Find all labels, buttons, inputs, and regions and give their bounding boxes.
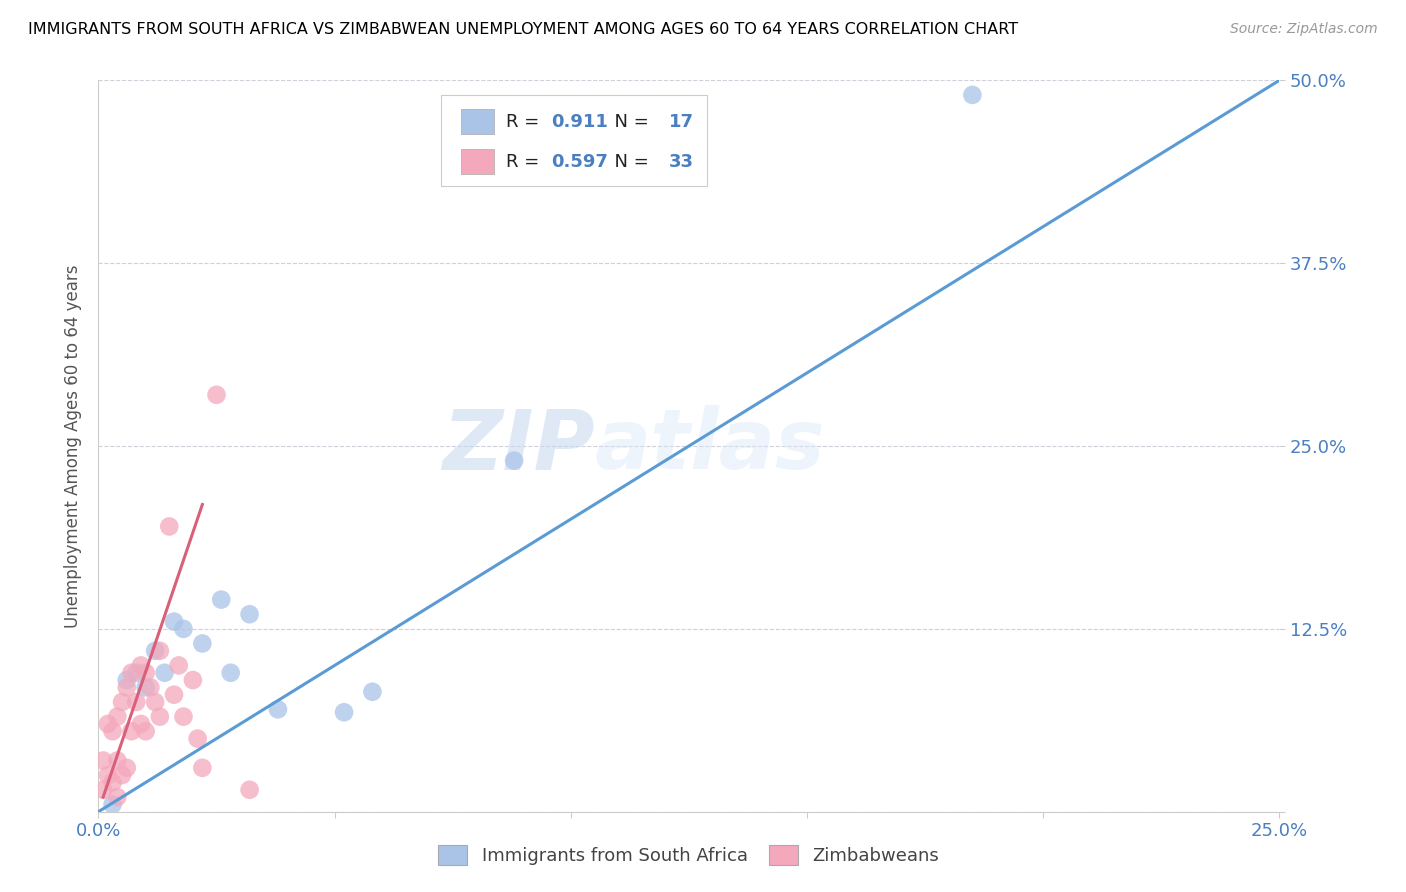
Point	[205, 388, 228, 402]
Text: Source: ZipAtlas.com: Source: ZipAtlas.com	[1230, 22, 1378, 37]
Point	[172, 709, 194, 723]
Point	[129, 658, 152, 673]
Point	[167, 658, 190, 673]
Point	[115, 681, 138, 695]
Point	[157, 519, 180, 533]
Point	[153, 665, 176, 680]
Point	[139, 681, 162, 695]
Point	[135, 724, 157, 739]
Point	[191, 636, 214, 650]
Point	[115, 761, 138, 775]
Point	[101, 724, 124, 739]
Text: N =: N =	[603, 153, 654, 170]
Point	[219, 665, 242, 680]
Point	[143, 644, 166, 658]
Y-axis label: Unemployment Among Ages 60 to 64 years: Unemployment Among Ages 60 to 64 years	[65, 264, 83, 628]
Text: ZIP: ZIP	[441, 406, 595, 486]
FancyBboxPatch shape	[441, 95, 707, 186]
Point	[962, 87, 984, 102]
Point	[101, 797, 124, 812]
Point	[163, 615, 186, 629]
Point	[125, 695, 148, 709]
Point	[333, 705, 356, 719]
Point	[101, 775, 124, 789]
Point	[181, 673, 204, 687]
Point	[91, 754, 114, 768]
Point	[209, 592, 232, 607]
Text: 0.597: 0.597	[551, 153, 607, 170]
FancyBboxPatch shape	[461, 149, 494, 174]
Text: R =: R =	[506, 153, 546, 170]
Point	[125, 665, 148, 680]
Point	[129, 717, 152, 731]
Point	[105, 709, 128, 723]
Point	[239, 607, 262, 622]
Point	[149, 644, 172, 658]
Point	[191, 761, 214, 775]
Text: 33: 33	[669, 153, 695, 170]
Point	[503, 453, 526, 467]
Point	[135, 681, 157, 695]
Point	[267, 702, 290, 716]
Point	[172, 622, 194, 636]
Point	[97, 717, 120, 731]
Point	[163, 688, 186, 702]
Point	[149, 709, 172, 723]
Point	[97, 768, 120, 782]
Text: R =: R =	[506, 112, 546, 131]
Point	[121, 665, 143, 680]
Point	[111, 695, 134, 709]
Text: IMMIGRANTS FROM SOUTH AFRICA VS ZIMBABWEAN UNEMPLOYMENT AMONG AGES 60 TO 64 YEAR: IMMIGRANTS FROM SOUTH AFRICA VS ZIMBABWE…	[28, 22, 1018, 37]
FancyBboxPatch shape	[461, 109, 494, 134]
Text: atlas: atlas	[595, 406, 825, 486]
Point	[115, 673, 138, 687]
Point	[187, 731, 209, 746]
Legend: Immigrants from South Africa, Zimbabweans: Immigrants from South Africa, Zimbabwean…	[432, 838, 946, 872]
Point	[143, 695, 166, 709]
Text: N =: N =	[603, 112, 654, 131]
Point	[239, 782, 262, 797]
Point	[135, 665, 157, 680]
Point	[105, 790, 128, 805]
Point	[121, 724, 143, 739]
Point	[105, 754, 128, 768]
Point	[91, 782, 114, 797]
Point	[361, 685, 384, 699]
Text: 0.911: 0.911	[551, 112, 607, 131]
Point	[111, 768, 134, 782]
Text: 17: 17	[669, 112, 695, 131]
